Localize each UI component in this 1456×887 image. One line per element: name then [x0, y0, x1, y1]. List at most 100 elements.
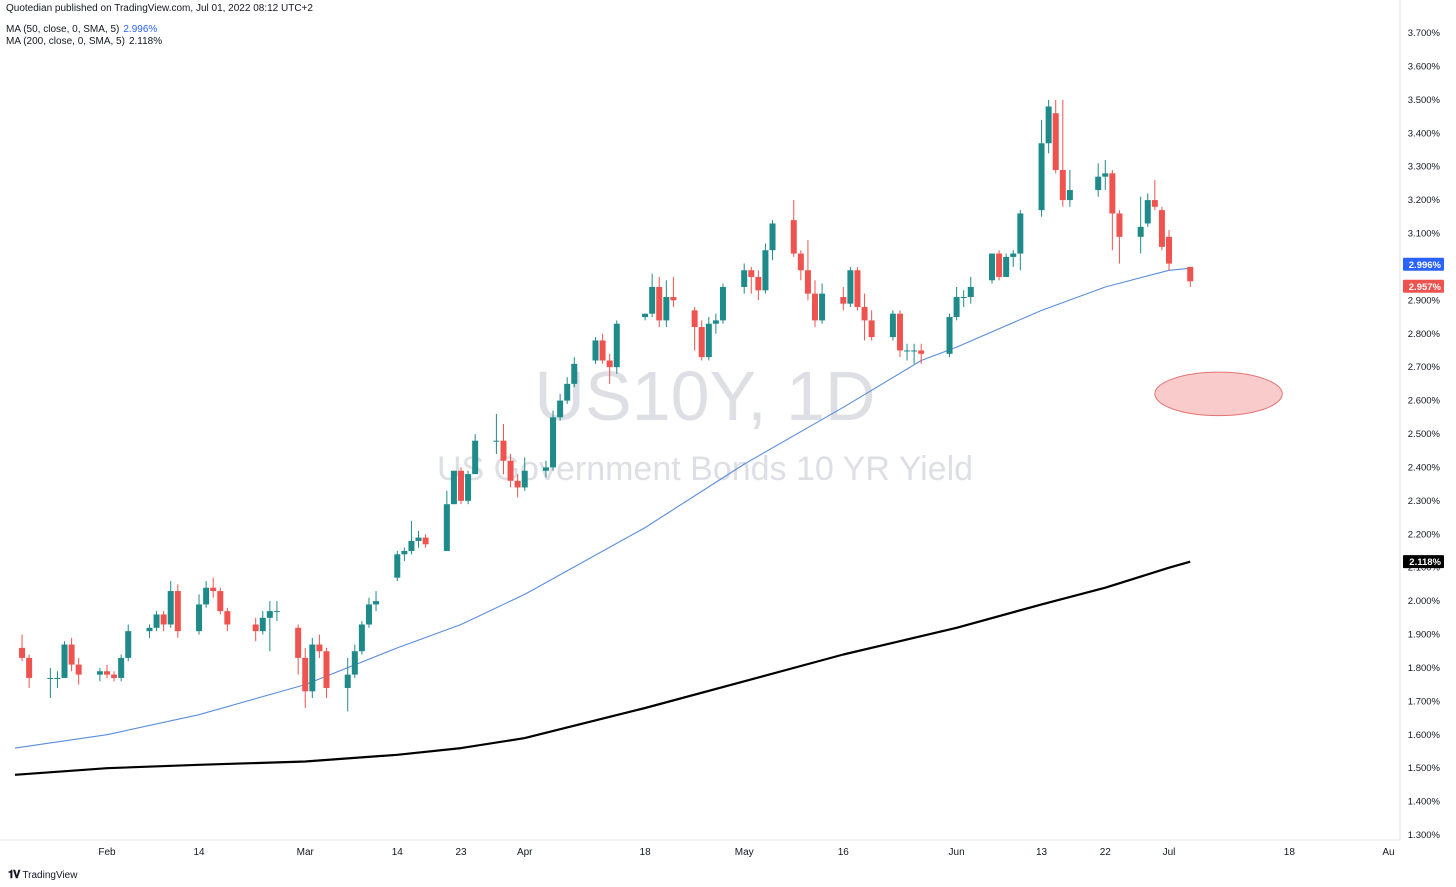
candle[interactable]: [415, 537, 422, 541]
candle[interactable]: [599, 340, 606, 361]
candle[interactable]: [68, 644, 75, 665]
candle[interactable]: [19, 647, 26, 658]
candle[interactable]: [691, 310, 698, 328]
candle[interactable]: [273, 611, 280, 613]
candle[interactable]: [54, 677, 61, 679]
candle[interactable]: [118, 657, 125, 678]
candle[interactable]: [295, 627, 302, 658]
candle[interactable]: [642, 313, 649, 318]
candle[interactable]: [507, 460, 514, 481]
candle[interactable]: [550, 417, 557, 468]
candle[interactable]: [47, 677, 54, 679]
candle[interactable]: [790, 220, 797, 254]
candle[interactable]: [1137, 226, 1144, 237]
candle[interactable]: [252, 624, 259, 632]
candle[interactable]: [840, 296, 847, 304]
ma200-legend[interactable]: MA (200, close, 0, SMA, 5) 2.118%: [6, 36, 163, 47]
candle[interactable]: [514, 480, 521, 488]
candle[interactable]: [203, 587, 210, 605]
ma50-legend[interactable]: MA (50, close, 0, SMA, 5) 2.996%: [6, 24, 158, 35]
candle[interactable]: [868, 320, 875, 338]
candle[interactable]: [521, 470, 528, 488]
candle[interactable]: [946, 317, 953, 354]
candle[interactable]: [104, 671, 110, 675]
candle[interactable]: [1010, 253, 1017, 257]
candle[interactable]: [401, 550, 408, 555]
candle[interactable]: [712, 320, 719, 324]
candle[interactable]: [904, 350, 911, 352]
candle[interactable]: [174, 591, 181, 632]
candle[interactable]: [472, 440, 479, 475]
candle[interactable]: [316, 644, 323, 652]
candle[interactable]: [1158, 210, 1165, 247]
candle[interactable]: [797, 253, 804, 271]
candle[interactable]: [111, 674, 118, 678]
candle[interactable]: [1102, 173, 1109, 177]
candle[interactable]: [493, 440, 500, 442]
candle[interactable]: [217, 591, 224, 612]
candle[interactable]: [365, 604, 372, 625]
candle[interactable]: [918, 350, 925, 354]
candle[interactable]: [748, 270, 755, 277]
candle[interactable]: [394, 554, 401, 578]
candle[interactable]: [911, 350, 918, 352]
candle[interactable]: [125, 631, 132, 658]
candle[interactable]: [755, 276, 762, 291]
candle[interactable]: [592, 340, 599, 361]
candle[interactable]: [351, 651, 358, 675]
candle[interactable]: [762, 250, 769, 291]
candle[interactable]: [1109, 173, 1116, 214]
candle[interactable]: [458, 470, 464, 501]
candle[interactable]: [1038, 143, 1045, 211]
candle[interactable]: [224, 611, 231, 625]
candle[interactable]: [1095, 176, 1102, 191]
candle[interactable]: [889, 313, 896, 338]
candle[interactable]: [1066, 190, 1073, 201]
candle[interactable]: [613, 323, 620, 368]
candle[interactable]: [443, 504, 450, 551]
candle[interactable]: [500, 440, 507, 461]
candle[interactable]: [741, 270, 748, 287]
candle[interactable]: [606, 360, 613, 368]
candle[interactable]: [571, 363, 578, 384]
candle[interactable]: [698, 327, 705, 358]
candle[interactable]: [160, 614, 167, 625]
ma200-line[interactable]: [14, 560, 1191, 776]
candle[interactable]: [408, 540, 415, 551]
candle[interactable]: [450, 470, 457, 505]
candle[interactable]: [557, 400, 564, 418]
candle[interactable]: [769, 223, 776, 251]
candle[interactable]: [75, 664, 82, 675]
candle[interactable]: [1187, 266, 1194, 282]
candle[interactable]: [26, 657, 33, 678]
candle[interactable]: [153, 614, 160, 628]
candle[interactable]: [302, 657, 309, 692]
candle[interactable]: [719, 286, 726, 321]
candle[interactable]: [1017, 213, 1024, 254]
tradingview-logo[interactable]: 𝟏𝐕 TradingView: [8, 869, 78, 881]
candle[interactable]: [819, 293, 826, 321]
candle[interactable]: [167, 591, 174, 625]
candle[interactable]: [61, 644, 68, 678]
candle[interactable]: [210, 587, 217, 592]
candle[interactable]: [309, 644, 316, 692]
candle[interactable]: [996, 253, 1003, 277]
candle[interactable]: [1166, 236, 1172, 264]
candle[interactable]: [960, 296, 967, 298]
candle[interactable]: [422, 537, 429, 545]
annotation-ellipse[interactable]: [1154, 371, 1283, 417]
candle[interactable]: [1045, 106, 1052, 144]
candle[interactable]: [465, 474, 472, 501]
candle[interactable]: [953, 296, 960, 318]
candle[interactable]: [542, 467, 549, 471]
candle[interactable]: [96, 671, 103, 675]
candle[interactable]: [266, 611, 273, 618]
candle[interactable]: [705, 323, 712, 358]
candle[interactable]: [896, 313, 903, 351]
candle[interactable]: [323, 651, 330, 688]
candle[interactable]: [344, 674, 351, 688]
candle[interactable]: [1151, 200, 1158, 207]
candle[interactable]: [1116, 213, 1123, 237]
